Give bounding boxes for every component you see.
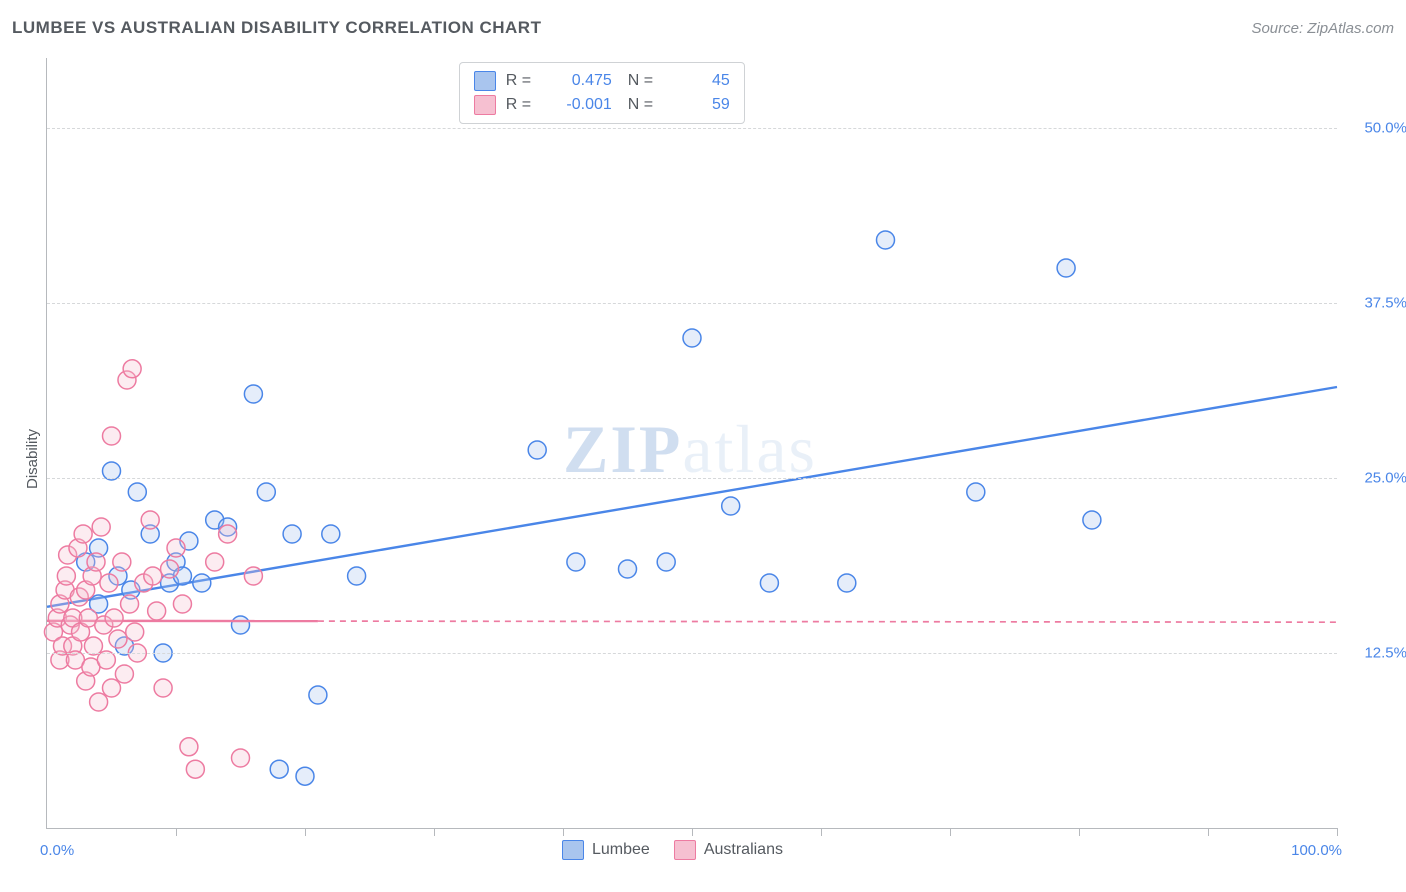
y-tick-label: 25.0% — [1347, 470, 1406, 487]
data-point — [232, 749, 250, 767]
y-axis-title: Disability — [24, 429, 41, 489]
data-point — [877, 231, 895, 249]
legend-row: R = -0.001 N = 59 — [474, 93, 730, 117]
x-axis-max-label: 100.0% — [1291, 842, 1342, 859]
scatter-svg — [47, 58, 1337, 828]
data-point — [92, 518, 110, 536]
trend-line-dashed — [318, 621, 1337, 622]
data-point — [657, 553, 675, 571]
x-tick — [176, 828, 177, 836]
data-point — [244, 385, 262, 403]
x-tick — [950, 828, 951, 836]
data-point — [1057, 259, 1075, 277]
data-point — [283, 525, 301, 543]
data-point — [57, 567, 75, 585]
legend-series-label: Lumbee — [592, 841, 650, 859]
legend-correlation-box: R = 0.475 N = 45 R = -0.001 N = 59 — [459, 62, 745, 124]
data-point — [115, 665, 133, 683]
data-point — [309, 686, 327, 704]
data-point — [206, 553, 224, 571]
legend-row: R = 0.475 N = 45 — [474, 69, 730, 93]
data-point — [1083, 511, 1101, 529]
data-point — [232, 616, 250, 634]
chart-plot-area: ZIPatlas 12.5%25.0%37.5%50.0% — [46, 58, 1337, 829]
x-tick — [563, 828, 564, 836]
y-tick-label: 50.0% — [1347, 120, 1406, 137]
data-point — [100, 574, 118, 592]
data-point — [838, 574, 856, 592]
data-point — [760, 574, 778, 592]
legend-R-label: R = — [506, 69, 540, 93]
data-point — [128, 483, 146, 501]
x-tick — [692, 828, 693, 836]
trend-line-solid — [47, 387, 1337, 607]
x-tick — [1208, 828, 1209, 836]
legend-R-value: 0.475 — [550, 69, 612, 93]
chart-source: Source: ZipAtlas.com — [1251, 20, 1394, 37]
data-point — [126, 623, 144, 641]
data-point — [683, 329, 701, 347]
grid-line — [47, 128, 1337, 129]
legend-swatch — [674, 840, 696, 860]
data-point — [123, 360, 141, 378]
data-point — [219, 525, 237, 543]
data-point — [257, 483, 275, 501]
y-tick-label: 12.5% — [1347, 645, 1406, 662]
legend-N-label: N = — [628, 69, 658, 93]
data-point — [270, 760, 288, 778]
data-point — [722, 497, 740, 515]
data-point — [103, 679, 121, 697]
data-point — [186, 760, 204, 778]
data-point — [193, 574, 211, 592]
data-point — [161, 560, 179, 578]
legend-N-value: 59 — [668, 93, 730, 117]
data-point — [154, 679, 172, 697]
x-tick — [821, 828, 822, 836]
data-point — [244, 567, 262, 585]
data-point — [87, 553, 105, 571]
legend-R-value: -0.001 — [550, 93, 612, 117]
data-point — [180, 738, 198, 756]
legend-N-label: N = — [628, 93, 658, 117]
legend-series-item: Australians — [674, 840, 783, 860]
data-point — [90, 693, 108, 711]
data-point — [167, 539, 185, 557]
data-point — [121, 595, 139, 613]
data-point — [348, 567, 366, 585]
legend-swatch — [474, 71, 496, 91]
legend-N-value: 45 — [668, 69, 730, 93]
data-point — [322, 525, 340, 543]
grid-line — [47, 653, 1337, 654]
data-point — [173, 595, 191, 613]
x-tick — [434, 828, 435, 836]
data-point — [105, 609, 123, 627]
data-point — [109, 630, 127, 648]
grid-line — [47, 478, 1337, 479]
data-point — [528, 441, 546, 459]
legend-swatch — [474, 95, 496, 115]
legend-series: Lumbee Australians — [562, 840, 783, 860]
data-point — [967, 483, 985, 501]
legend-R-label: R = — [506, 93, 540, 117]
chart-title: LUMBEE VS AUSTRALIAN DISABILITY CORRELAT… — [12, 18, 541, 38]
x-tick — [1337, 828, 1338, 836]
chart-header: LUMBEE VS AUSTRALIAN DISABILITY CORRELAT… — [12, 18, 1394, 38]
data-point — [148, 602, 166, 620]
x-axis-min-label: 0.0% — [40, 842, 74, 859]
legend-series-item: Lumbee — [562, 840, 650, 860]
data-point — [103, 427, 121, 445]
data-point — [113, 553, 131, 571]
data-point — [567, 553, 585, 571]
x-tick — [305, 828, 306, 836]
x-tick — [1079, 828, 1080, 836]
data-point — [141, 511, 159, 529]
data-point — [619, 560, 637, 578]
data-point — [74, 525, 92, 543]
grid-line — [47, 303, 1337, 304]
data-point — [144, 567, 162, 585]
y-tick-label: 37.5% — [1347, 295, 1406, 312]
data-point — [296, 767, 314, 785]
legend-series-label: Australians — [704, 841, 783, 859]
legend-swatch — [562, 840, 584, 860]
